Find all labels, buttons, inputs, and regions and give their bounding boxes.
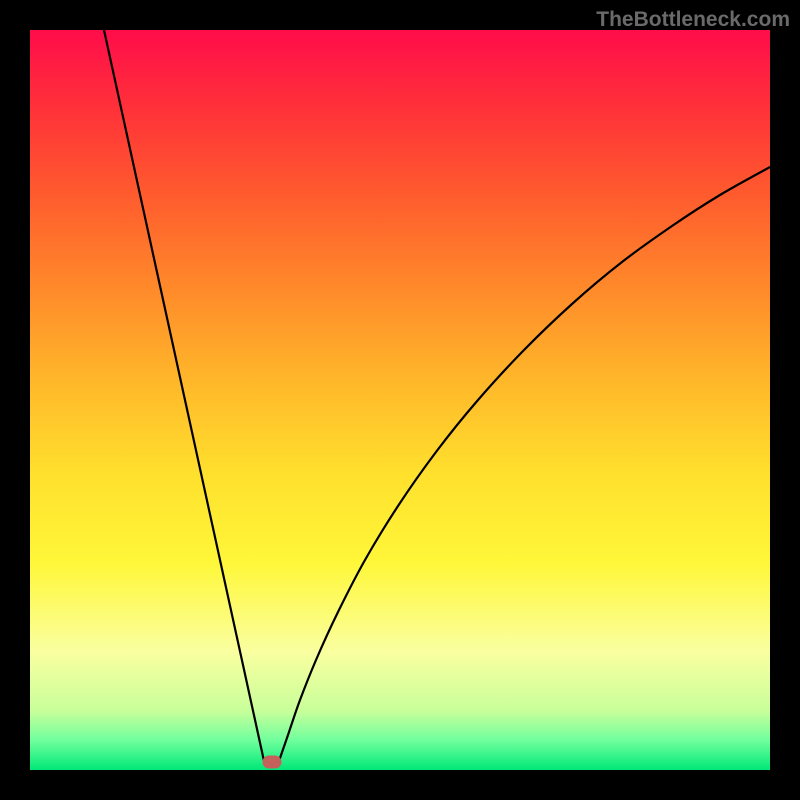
curve-left-branch [104,30,264,761]
chart-container: TheBottleneck.com [0,0,800,800]
bottleneck-curve [0,0,800,800]
watermark-text: TheBottleneck.com [596,8,790,32]
optimum-marker [263,756,282,769]
curve-right-branch [279,167,770,761]
